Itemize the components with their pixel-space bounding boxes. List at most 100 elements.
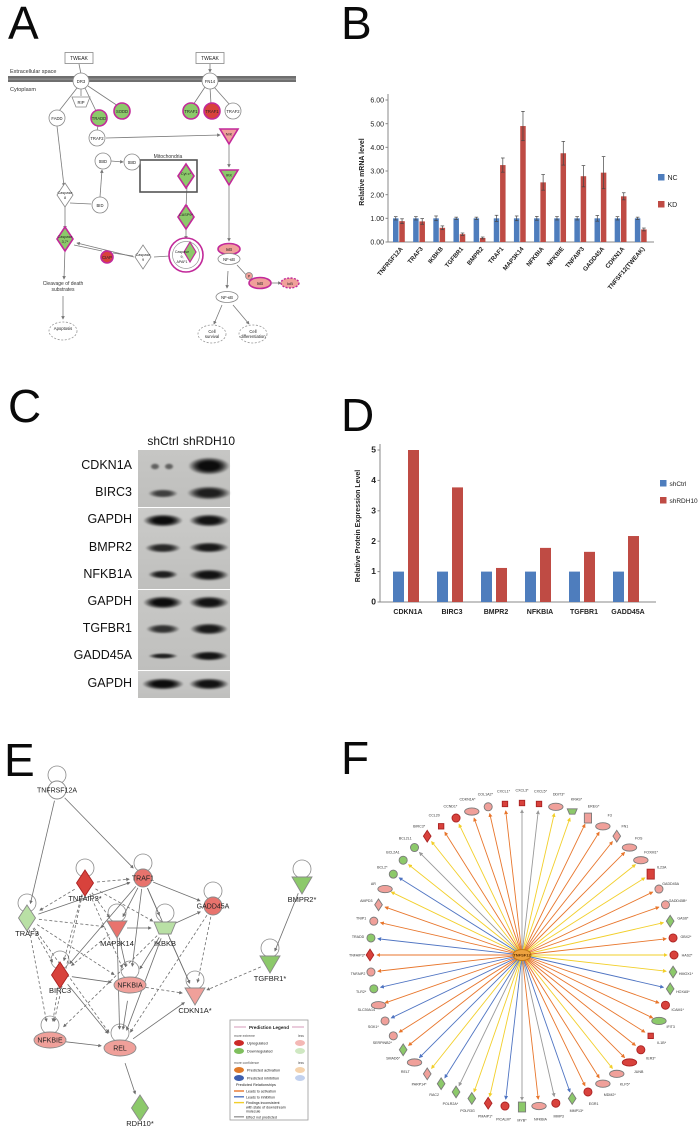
radial-node-hoxa5-: HOXA5*: [665, 982, 690, 996]
text-label: FADD: [51, 116, 62, 121]
text-label: CIAP: [102, 255, 112, 260]
radial-node-label: POLR3G: [460, 1109, 475, 1113]
blot-row-label-NFKB1A: NFKB1A: [83, 566, 132, 581]
radial-node-label: GAS6*: [677, 917, 689, 921]
bar-KD-TNFRSF12A: [399, 221, 405, 242]
node-label: MAP3K14: [100, 939, 134, 948]
pathway-node-bid: BID: [91, 196, 109, 214]
bar-NC-TNFRSF12A: [393, 218, 399, 242]
x-category-label: CDKN1A: [393, 609, 422, 616]
radial-node-slc39a14: SLC39A14: [358, 1001, 387, 1012]
node-label: NFKBIE: [37, 1038, 63, 1045]
bar-shCtrl-NFKBIA: [525, 571, 536, 602]
network-node-tnfrsf12a: TNFRSF12A: [37, 780, 77, 800]
network-node-ikbkb: IKBKB: [153, 921, 177, 948]
radial-node-smad6-: SMAD6*: [386, 1043, 408, 1060]
node-label: CDKN1A*: [178, 1006, 211, 1015]
y-tick-label: 6.00: [370, 98, 384, 105]
bar-NC-MAP3K14: [513, 218, 520, 242]
text-label: IκB: [257, 281, 263, 286]
western-blot-panel: shCtrl shRDH10 CDKN1A BIRC3 GAPDH BMPR2 NFKB1A…: [30, 430, 310, 710]
network-node-nfkbie: NFKBIE: [33, 1031, 67, 1049]
pathway-node-p: P: [245, 272, 253, 280]
legend-label: NC: [668, 175, 678, 182]
bar-KD-TRAF1: [500, 165, 506, 242]
text-label: differentiation: [240, 334, 266, 339]
bar-NC-NFKBIE: [554, 218, 560, 242]
radial-node-label: FOS: [635, 837, 643, 841]
bar-NC-TGFBR1: [453, 218, 459, 242]
tweak-pathway-diagram: Extracellular space Cytoplasm Mitochondria…: [8, 52, 300, 344]
node-label: IKBKB: [154, 939, 176, 948]
text-label: 8: [64, 196, 66, 200]
text-label: Leads to inhibition: [246, 1095, 275, 1099]
radial-node-sgk1-: SGK1*: [368, 1016, 390, 1029]
radial-node-label: BCL2A1: [386, 851, 399, 855]
pathway-node-ciap: CIAP: [100, 250, 114, 264]
radial-node-bcl2-: BCL2*: [377, 866, 398, 879]
region-extracellular: Extracellular space: [10, 69, 56, 75]
node-label: TNFAIP3*: [68, 894, 101, 903]
region-cytoplasm: Cytoplasm: [10, 87, 36, 93]
text-label: TRAF1: [205, 109, 219, 114]
network-node-bmpr2-: BMPR2*: [288, 876, 317, 904]
radial-node-label: TRADD: [352, 935, 365, 939]
blot-band: [146, 624, 180, 635]
node-label: BMPR2*: [288, 895, 317, 904]
pathway-node-i-b: IκB: [217, 242, 241, 256]
network-node-tnfaip3-: TNFAIP3*: [68, 869, 102, 903]
text-label: less: [298, 1061, 304, 1065]
panel-label-e: E: [4, 734, 35, 786]
bar-KD-TGFBR1: [459, 234, 466, 242]
region-mitochondria: Mitochondria: [154, 154, 183, 160]
blot-column-shRDH10: shRDH10: [182, 434, 236, 448]
radial-node-myb-: MYB*: [517, 1101, 527, 1122]
radial-node-cxcl5-: CXCL5*: [534, 789, 548, 808]
radial-node-hmox1-: HMOX1*: [668, 965, 694, 979]
radial-node-fos: FOS: [621, 837, 643, 852]
radial-node-ereg-: EREG*: [583, 805, 600, 824]
radial-node-label: AR: [371, 882, 376, 886]
y-axis-title: Relative mRNA level: [359, 138, 366, 205]
radial-node-label: HOXA5*: [676, 990, 690, 994]
radial-node-label: EREG*: [588, 805, 600, 809]
bar-KD-TNFSF12(TWEAK): [641, 229, 647, 242]
network-node-rel: REL: [103, 1039, 137, 1057]
bar-shCtrl-CDKN1A: [393, 571, 404, 602]
text-label: 3,7*: [62, 240, 69, 244]
text-label: Predicted Relationships: [236, 1083, 276, 1087]
bar-shRDH10-CDKN1A: [408, 450, 419, 602]
bar-shCtrl-TGFBR1: [569, 571, 580, 602]
node-label: TRAF3: [15, 929, 39, 938]
x-category-label: TNFSF12(TWEAK): [607, 246, 647, 292]
text-label: Cell: [208, 329, 215, 334]
text-label: molecule: [246, 1110, 260, 1114]
radial-node-relt: RELT: [401, 1058, 423, 1074]
pathway-node-tradd: TRADD: [90, 109, 108, 127]
radial-node-cxcl3-: CXCL3*: [516, 788, 529, 807]
radial-node-picalm-: PICALM*: [496, 1101, 512, 1121]
radial-node-polr3g: POLR3G: [460, 1091, 477, 1113]
radial-node-gadd45a: GADD45A: [654, 882, 680, 894]
radial-node-label: TNIP1: [356, 917, 366, 921]
radial-node-label: NFKBIA: [534, 1117, 548, 1121]
text-label: Caspase: [58, 191, 73, 195]
radial-node-label: RELT: [401, 1070, 411, 1074]
text-label: TRAF2: [226, 109, 240, 114]
radial-node-label: PICALM*: [496, 1117, 511, 1121]
bar-NC-CDKN1A: [614, 218, 621, 242]
radial-node-col1a2-: COL1A2*: [478, 793, 493, 812]
radial-node-birc3-: BIRC3*: [413, 824, 432, 843]
radial-hub-node: TNFSF12: [512, 949, 532, 961]
text-label: IKK: [226, 173, 233, 178]
pathway-node-fadd: FADD: [48, 109, 66, 127]
panel-label-c: C: [8, 380, 42, 432]
y-tick-label: 4.00: [370, 145, 384, 152]
text-label: P: [248, 275, 251, 279]
network-node-birc3: BIRC3: [49, 961, 71, 995]
node-label: TGFBR1*: [254, 974, 287, 983]
bar-NC-TNFAIP3: [574, 218, 580, 242]
text-label: NF-κB: [223, 257, 235, 262]
radial-node-label: SMAD6*: [386, 1056, 400, 1060]
